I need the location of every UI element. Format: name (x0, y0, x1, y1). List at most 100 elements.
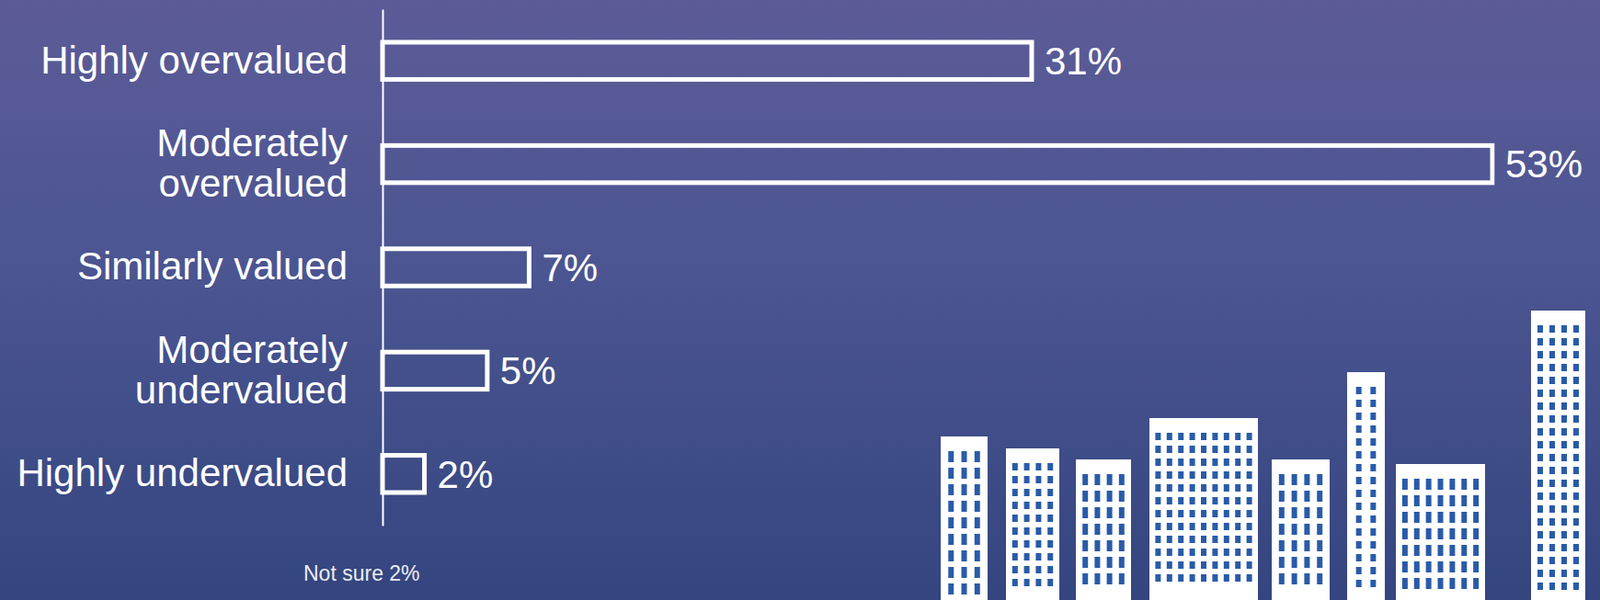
building-window (1177, 510, 1184, 518)
building-window (1024, 502, 1030, 510)
building-window (1549, 402, 1555, 411)
building-window (1082, 557, 1088, 569)
building-window (1573, 389, 1579, 398)
building-window (1370, 400, 1376, 408)
building-window (1370, 412, 1376, 421)
building-window (1561, 389, 1567, 398)
building-window (1035, 463, 1041, 471)
building-window (1223, 433, 1230, 441)
building-window (1573, 492, 1579, 501)
building-window (1561, 377, 1567, 385)
building-window (1246, 536, 1253, 544)
building-window (1414, 578, 1420, 590)
building-window (1537, 467, 1543, 475)
building-window (1024, 463, 1030, 471)
building-window (1303, 491, 1310, 503)
bar (382, 249, 529, 286)
building-window (1035, 553, 1041, 561)
building-window (1537, 415, 1543, 423)
building-window (1166, 484, 1173, 492)
building-window (1035, 540, 1041, 549)
building-window (1223, 523, 1230, 531)
building-window (1370, 438, 1376, 446)
building-window (1024, 579, 1030, 587)
y-axis: Highly overvalued Moderatelyovervalued Sim… (16, 10, 383, 527)
building-window (1107, 540, 1113, 552)
building-window (1370, 477, 1376, 485)
building-window (1537, 454, 1543, 462)
building-icon (1271, 459, 1330, 600)
building-window (1473, 578, 1479, 590)
building-window (1549, 570, 1555, 578)
building-window (1370, 541, 1376, 549)
building-window (1573, 480, 1579, 488)
building-window (1177, 471, 1184, 480)
building-window (974, 451, 981, 463)
building-window (1246, 497, 1253, 505)
building-window (1246, 471, 1253, 480)
building-window (1370, 490, 1376, 498)
building-window (1107, 557, 1113, 569)
building-window (948, 484, 954, 496)
building-window (1094, 540, 1100, 552)
building-window (1211, 510, 1218, 518)
building-window (1549, 325, 1555, 333)
building-window (1356, 464, 1362, 472)
building-window (1012, 489, 1018, 497)
building-icon (1005, 448, 1060, 600)
building-window (1154, 536, 1161, 544)
building-window (1189, 574, 1196, 583)
building-window (1177, 548, 1184, 557)
building-window (1024, 527, 1030, 536)
building-window (961, 451, 968, 463)
building-window (1561, 480, 1567, 488)
building-window (1211, 497, 1218, 505)
building-window (1024, 553, 1030, 561)
building-window (1234, 561, 1241, 570)
building-window (1200, 497, 1207, 505)
building-window (1414, 561, 1420, 573)
building-window (1024, 566, 1030, 574)
building-window (1177, 574, 1184, 583)
building-window (948, 517, 954, 529)
building-window (1200, 484, 1207, 492)
building-window (1177, 484, 1184, 492)
building-window (1223, 536, 1230, 544)
building-window (948, 567, 954, 579)
building-window (1426, 495, 1432, 507)
building-window (1223, 574, 1230, 583)
tick: Moderatelyovervalued (156, 121, 383, 206)
building-window (1473, 545, 1479, 557)
building-window (1234, 471, 1241, 480)
building-window (1223, 445, 1230, 454)
building-window (1537, 389, 1543, 398)
building-window (1473, 528, 1479, 540)
building-window (1316, 524, 1323, 536)
tick: Moderatelyundervalued (135, 328, 383, 412)
building-window (1473, 479, 1479, 491)
building-window (1189, 471, 1196, 480)
tick: Similarly valued (77, 244, 383, 288)
building-window (1211, 536, 1218, 544)
building-window (1537, 570, 1543, 578)
building-window (1082, 507, 1088, 519)
building-window (1549, 531, 1555, 539)
building-body (1075, 459, 1132, 600)
building-window (1402, 479, 1408, 491)
building-body (1347, 372, 1385, 600)
building-window (1107, 507, 1113, 519)
building-window (1461, 479, 1467, 491)
building-window (1154, 445, 1161, 454)
building-window (1012, 514, 1018, 523)
tick: Highly overvalued (40, 38, 383, 82)
building-window (1166, 458, 1173, 467)
building-window (1189, 536, 1196, 544)
building-window (1246, 523, 1253, 531)
building-window (1402, 495, 1408, 507)
annotation: Not sure 2% (303, 561, 421, 586)
building-window (1166, 574, 1173, 583)
building-window (1561, 582, 1567, 591)
building-window (1047, 540, 1053, 549)
building-window (1461, 512, 1467, 524)
building-window (1200, 536, 1207, 544)
